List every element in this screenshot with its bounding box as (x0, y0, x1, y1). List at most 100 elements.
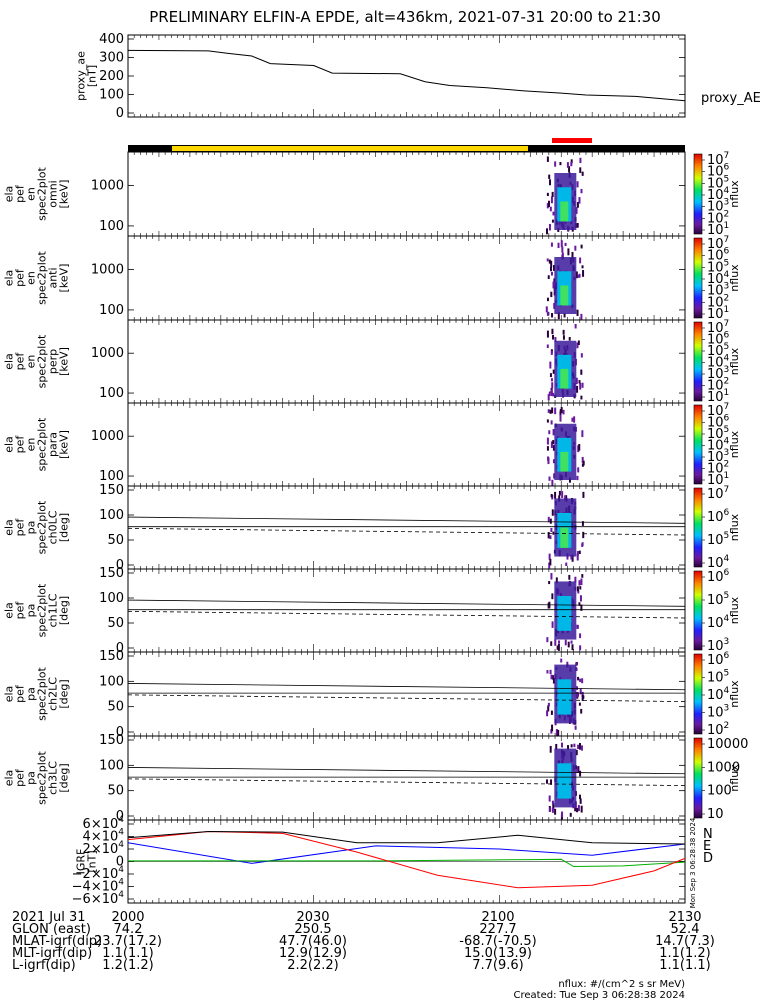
colorbar-tick-label: 105 (707, 258, 729, 275)
spectrogram-pixel (575, 749, 578, 756)
spectrogram-pixel (576, 686, 579, 690)
spectrogram-pixel (559, 411, 562, 416)
spectrogram-pixel (579, 382, 582, 390)
panel-frame (127, 568, 686, 653)
spectrogram-pixel (546, 297, 549, 302)
spectrogram-pixel (549, 518, 552, 524)
spectrogram-pixel (574, 324, 577, 329)
spectrogram-pixel (581, 430, 584, 438)
colorbar-tick-label: 10000 (707, 737, 748, 752)
spectrogram-pixel (551, 724, 554, 732)
spectrogram-pixel (550, 389, 553, 397)
y-axis-label: [nT] (86, 65, 99, 87)
spectrogram-pixel (551, 313, 554, 318)
spectrogram-pixel (580, 313, 583, 320)
spectrogram-pixel (552, 429, 555, 436)
spectrogram-core (557, 679, 572, 715)
spectrogram-pixel (580, 578, 583, 586)
spectrogram-core (560, 201, 569, 222)
y-axis-label: ela (3, 270, 16, 287)
spectrogram-pixel (548, 553, 551, 560)
spectrogram-pixel (558, 490, 561, 496)
colorbar-tick-label: 105 (707, 174, 729, 191)
y-tick-label: −4×104 (72, 878, 125, 895)
spectrogram-pixel (579, 798, 582, 804)
y-axis-label: [keV] (58, 180, 71, 209)
spectrogram-pixel (580, 708, 583, 714)
spectrogram-pixel (580, 369, 583, 375)
spectrogram-pixel (568, 574, 571, 580)
colorbar-tick-label: 100 (707, 784, 732, 799)
panel-frame (127, 485, 686, 570)
spectrogram-pixel (577, 340, 580, 346)
spectrogram-pixel (563, 313, 566, 318)
spectrogram-pixel (568, 477, 571, 483)
spectrogram-pixel (576, 553, 579, 561)
y-tick-label: −2×104 (72, 865, 125, 882)
spectrogram-pixel (549, 558, 552, 566)
footer-row-value: 2130 (668, 910, 701, 925)
spectrogram-pixel (554, 808, 557, 815)
y-tick-label: 1000 (91, 346, 124, 361)
y-axis-label: ela (3, 436, 16, 453)
spectrogram-pixel (576, 624, 579, 629)
spectrogram-pixel (570, 554, 573, 560)
y-axis-label: pa (25, 771, 38, 785)
spectrogram-pixel (559, 162, 562, 166)
colorbar (693, 404, 703, 485)
y-tick-label: −6×104 (72, 890, 125, 907)
spectrogram-pixel (546, 419, 549, 423)
spectrogram-pixel (550, 779, 553, 785)
panel-igrf: IGRF[nT] 6×1044×1042×1040−2×104−4×104−6×1… (72, 815, 713, 908)
spectrogram-pixel (568, 166, 571, 173)
spectrogram-pixel (551, 808, 554, 813)
spectrogram-pixel (564, 639, 567, 646)
y-tick-label: 1000 (91, 429, 124, 444)
footer-row-value: 47.7(46.0) (279, 934, 347, 949)
spectrogram-pixel (576, 586, 579, 592)
y-axis-label: spec2plot (36, 751, 49, 805)
spectrogram-pixel (578, 794, 581, 800)
spectrogram-core (560, 368, 569, 389)
y-tick-label: 50 (107, 784, 124, 799)
y-axis-label: pa (25, 687, 38, 701)
colorbar (693, 653, 703, 735)
y-axis-label: ela (3, 770, 16, 787)
spectrogram-pixel (546, 437, 549, 445)
spectrogram-pixel (577, 744, 580, 750)
footer-row-value: 2000 (111, 910, 144, 925)
spectrogram-pixel (582, 460, 585, 466)
y-tick-label: 50 (107, 533, 124, 548)
spectrogram-pixel (552, 392, 555, 397)
y-axis-label: spec2plot (36, 583, 49, 637)
y-axis-label: IGRF (75, 849, 88, 875)
y-tick-label: 100 (99, 219, 124, 234)
y-axis-label: ch0LC (47, 510, 60, 544)
series-label-proxy-ae: proxy_AE (701, 91, 761, 106)
spectrogram-pixel (550, 420, 553, 425)
spectrogram-pixel (546, 156, 549, 162)
spectrogram-pixel (551, 479, 554, 486)
spectrogram-pixel (557, 729, 560, 737)
y-tick-label: 50 (107, 616, 124, 631)
y-axis-label: pef (14, 768, 27, 787)
y-axis-label: ch3LC (47, 761, 60, 795)
spectrogram-pixel (551, 800, 554, 805)
colorbar-tick-label: 103 (707, 704, 729, 721)
y-axis-label: anti (47, 267, 60, 288)
footer-row-value: -68.7(-70.5) (459, 934, 536, 949)
spectrogram-pixel (552, 677, 555, 684)
spectrogram-pixel (578, 197, 581, 204)
spectrogram-pixel (552, 803, 555, 810)
units-note: nflux: #/(cm^2 s sr MeV) (558, 979, 685, 990)
spectrogram-pixel (550, 271, 553, 276)
spectrogram-pixel (550, 441, 553, 448)
spectrogram-pixel (576, 201, 579, 208)
spectrogram-pixel (549, 361, 552, 369)
y-tick-label: 0 (116, 106, 124, 121)
y-axis-label: ch1LC (47, 593, 60, 627)
colorbar (693, 737, 703, 819)
